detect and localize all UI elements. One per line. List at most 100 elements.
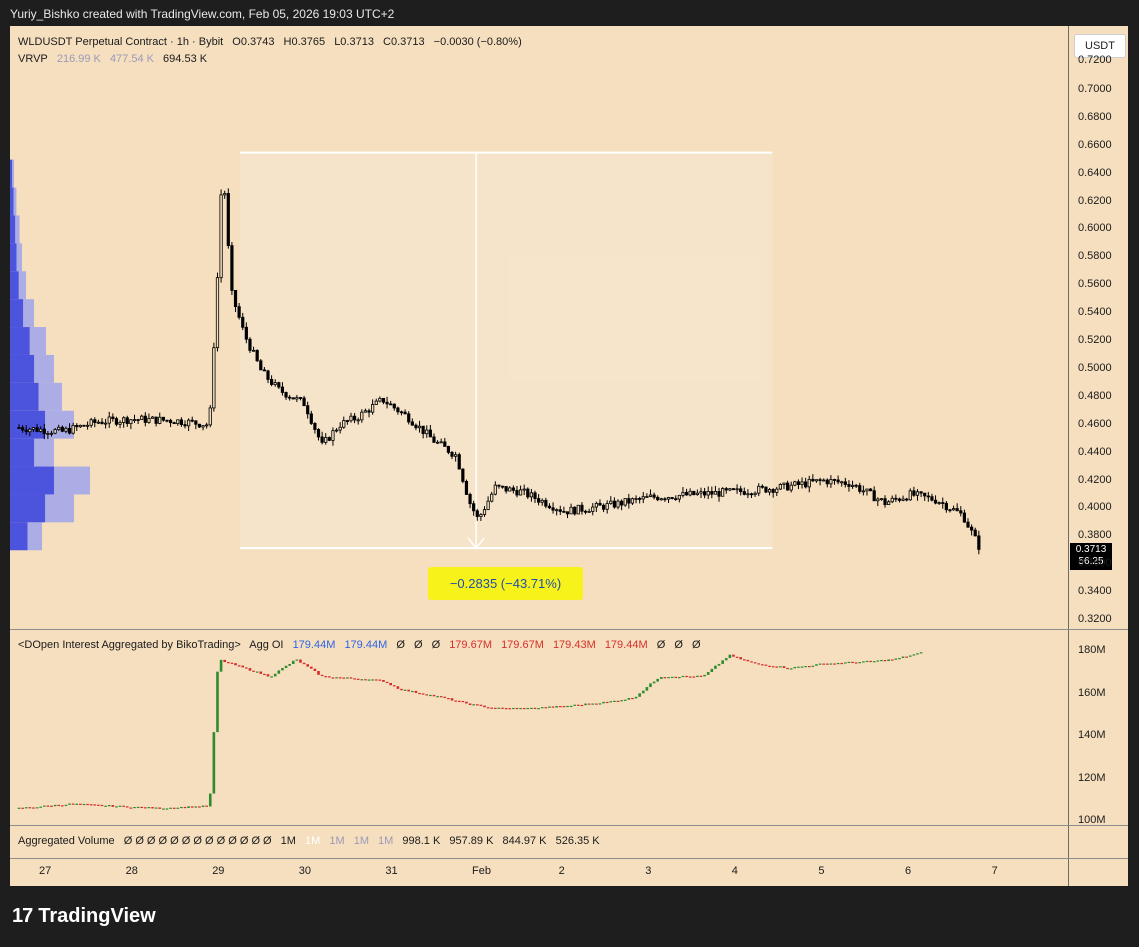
price-candle [529, 492, 534, 498]
oi-candle [50, 805, 53, 807]
oi-candle [183, 806, 187, 809]
oi-candle [573, 704, 577, 706]
oi-candle [912, 654, 916, 656]
price-candle [226, 193, 230, 246]
tradingview-logo[interactable]: 17 TradingView [12, 905, 156, 927]
bar-countdown: 56:25 [1078, 556, 1104, 567]
vrvp-title[interactable]: VRVP [18, 53, 48, 65]
price-candle [782, 482, 786, 485]
price-candle [414, 424, 418, 429]
price-candle [717, 490, 721, 497]
oi-candle [107, 805, 111, 807]
time-axis-divider [10, 858, 1128, 859]
price-candle [630, 498, 635, 504]
price-candle [432, 436, 436, 443]
price-candle [962, 512, 967, 523]
symbol-title[interactable]: WLDUSDT Perpetual Contract · 1h · Bybit [18, 36, 224, 48]
currency-button[interactable]: USDT [1074, 34, 1126, 58]
oi-candle [24, 807, 28, 809]
oi-title[interactable]: <DOpen Interest Aggregated by BikoTradin… [18, 639, 241, 651]
oi-candle [818, 663, 822, 665]
price-candle [461, 468, 465, 482]
oi-candle [82, 803, 86, 806]
vrvp-bar-sell [12, 159, 14, 188]
price-candle [926, 495, 930, 498]
price-candle [197, 423, 202, 428]
pane-divider-oi-volume[interactable] [10, 825, 1128, 826]
oi-candle [313, 668, 317, 671]
price-tick-label: 0.6000 [1078, 222, 1112, 235]
price-tick-label: 0.3600 [1078, 557, 1112, 570]
price-candle [778, 484, 782, 490]
price-candle [804, 481, 808, 488]
price-candle [583, 510, 588, 513]
oi-candle [851, 661, 854, 664]
oi-short-name: Agg OI [249, 639, 284, 651]
oi-candle [526, 707, 530, 710]
oi-candle [674, 676, 678, 679]
vrvp-bar-sell [38, 382, 62, 411]
oi-candle [64, 804, 68, 807]
oi-candle [371, 679, 374, 681]
price-candle [295, 397, 299, 400]
oi-legend[interactable]: <DOpen Interest Aggregated by BikoTradin… [18, 639, 707, 651]
oi-candle [46, 805, 50, 807]
price-candle [504, 486, 508, 492]
oi-candle [429, 694, 432, 697]
oi-candle [605, 701, 609, 704]
volume-n-3: 844.97 K [502, 835, 547, 847]
price-candle [205, 424, 209, 427]
price-candle [82, 424, 86, 427]
oi-candle [201, 805, 205, 808]
main-legend[interactable]: WLDUSDT Perpetual Contract · 1h · Bybit … [18, 36, 528, 48]
oi-candle [620, 700, 623, 702]
oi-candle [501, 707, 504, 709]
oi-candle [266, 674, 270, 677]
oi-candle [678, 677, 681, 679]
oi-candle [454, 700, 457, 702]
time-tick-label: 28 [125, 865, 138, 877]
oi-candle [905, 656, 908, 658]
measure-label[interactable]: −0.2835 (−43.71%) [428, 567, 583, 600]
oi-candle [306, 664, 309, 667]
volume-legend[interactable]: Aggregated Volume Ø Ø Ø Ø Ø Ø Ø Ø Ø Ø Ø … [18, 835, 606, 847]
price-candle [107, 416, 111, 424]
vrvp-legend[interactable]: VRVP 216.99 K 477.54 K 694.53 K [18, 53, 213, 65]
oi-candle [353, 678, 356, 680]
oi-candle [522, 707, 526, 710]
price-candle [905, 498, 909, 501]
oi-candle [807, 666, 811, 668]
price-candle [140, 415, 144, 420]
price-candle [150, 416, 155, 419]
price-candle [349, 415, 353, 422]
price-candle [486, 500, 490, 510]
price-candle [933, 499, 938, 504]
price-candle [136, 419, 140, 421]
price-candle [39, 428, 43, 432]
price-candle [475, 510, 479, 518]
oi-candle [158, 807, 162, 809]
oi-candle [273, 673, 277, 677]
oi-candle [79, 803, 82, 805]
price-candle [897, 498, 902, 501]
oi-candle [100, 804, 104, 807]
price-candle [919, 491, 923, 494]
oi-candle [237, 665, 241, 667]
oi-candle [717, 663, 721, 666]
oi-candle [533, 707, 537, 710]
oi-candle [190, 806, 194, 808]
price-candle [104, 422, 108, 425]
price-candle [327, 437, 331, 441]
oi-candle [360, 679, 364, 681]
price-candle [832, 479, 837, 481]
price-candle [710, 491, 714, 495]
oi-candle [180, 806, 183, 809]
price-candle [883, 498, 887, 505]
oi-candle [890, 659, 894, 661]
price-candle [345, 420, 349, 422]
price-candle [728, 488, 732, 491]
oi-candle [721, 660, 724, 664]
pane-divider-main-oi[interactable] [10, 629, 1128, 630]
volume-title[interactable]: Aggregated Volume [18, 835, 115, 847]
chart-canvas[interactable] [10, 26, 1128, 886]
